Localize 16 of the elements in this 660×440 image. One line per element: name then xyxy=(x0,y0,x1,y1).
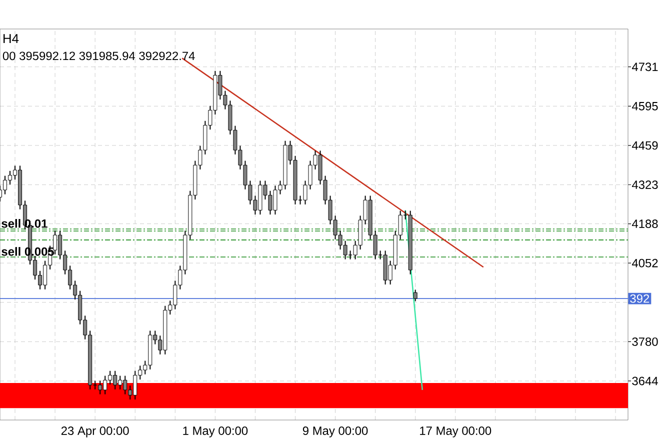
y-tick-label: 4459 xyxy=(632,141,658,150)
x-tick-label: 9 May 00:00 xyxy=(302,426,368,438)
y-tick-label: 4323 xyxy=(632,180,658,189)
y-tick-label: 3780 xyxy=(632,337,658,346)
text: 00 395992.12 391985.94 392922.74 xyxy=(2,52,195,60)
candlestick xyxy=(413,289,418,302)
text: 392 xyxy=(630,294,650,303)
y-tick-label: 4595 xyxy=(632,102,658,110)
y-tick-label: 4052 xyxy=(632,258,658,268)
y-tick-label: 4188 xyxy=(632,220,658,228)
x-tick-label: 23 Apr 00:00 xyxy=(61,426,129,438)
y-tick-label: 3644 xyxy=(632,376,658,386)
x-tick-label: 1 May 00:00 xyxy=(183,426,248,438)
x-tick-label: 17 May 00:00 xyxy=(420,426,492,438)
chart-title: H4 xyxy=(4,34,19,44)
y-tick-label: 4731 xyxy=(632,62,658,72)
